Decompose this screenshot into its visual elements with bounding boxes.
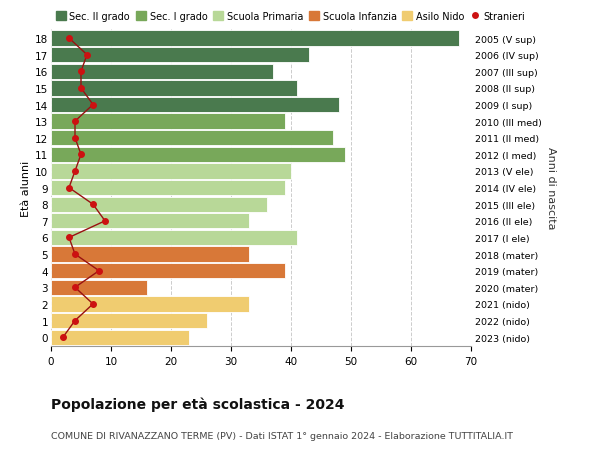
Legend: Sec. II grado, Sec. I grado, Scuola Primaria, Scuola Infanzia, Asilo Nido, Stran: Sec. II grado, Sec. I grado, Scuola Prim… [56,12,526,22]
Point [70,118,80,125]
Text: COMUNE DI RIVANAZZANO TERME (PV) - Dati ISTAT 1° gennaio 2024 - Elaborazione TUT: COMUNE DI RIVANAZZANO TERME (PV) - Dati … [51,431,513,441]
Point [88,201,98,208]
Bar [51,280,147,295]
Bar [51,147,345,162]
Bar [51,247,249,262]
Bar [51,48,309,63]
Text: Popolazione per età scolastica - 2024: Popolazione per età scolastica - 2024 [51,397,344,412]
Bar [51,98,339,113]
Bar [51,65,273,80]
Point [58,334,68,341]
Point [88,301,98,308]
Bar [51,131,333,146]
Y-axis label: Età alunni: Età alunni [21,160,31,216]
Point [70,284,80,291]
Point [64,185,74,192]
Point [70,317,80,325]
Point [76,68,86,76]
Point [94,268,104,275]
Bar [51,180,285,196]
Bar [51,114,285,129]
Point [64,234,74,241]
Bar [51,31,459,46]
Bar [51,164,291,179]
Point [64,35,74,43]
Point [76,85,86,92]
Bar [51,263,285,279]
Point [70,135,80,142]
Bar [51,313,207,329]
Point [88,101,98,109]
Y-axis label: Anni di nascita: Anni di nascita [546,147,556,230]
Point [70,168,80,175]
Point [82,52,92,59]
Bar [51,330,189,345]
Bar [51,297,249,312]
Point [76,151,86,159]
Bar [51,214,249,229]
Bar [51,81,297,96]
Bar [51,197,267,213]
Bar [51,230,297,246]
Point [70,251,80,258]
Point [100,218,110,225]
